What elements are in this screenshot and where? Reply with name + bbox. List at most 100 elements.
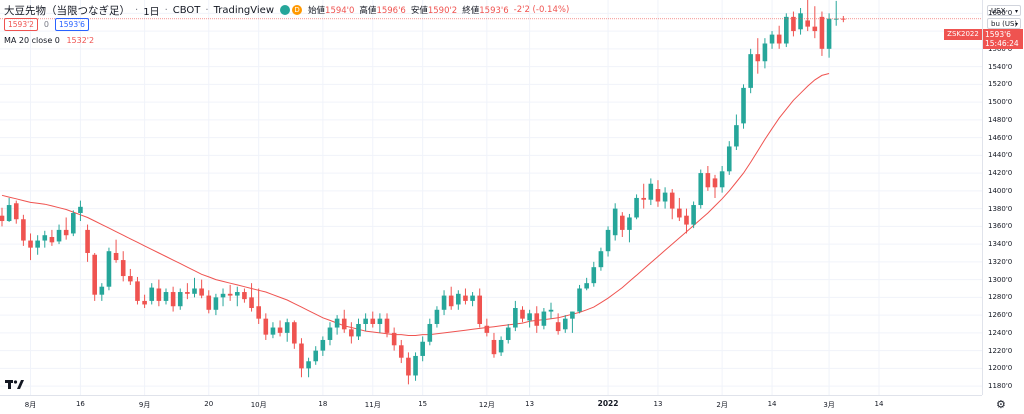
symbol-title[interactable]: 大豆先物（当限つなぎ足）	[4, 4, 130, 17]
candle-body	[776, 34, 782, 44]
candle	[784, 13, 789, 48]
candle-body	[434, 309, 440, 324]
candle	[505, 323, 511, 344]
candle	[384, 313, 390, 338]
time-axis[interactable]: 8月 16 9月 20 10月 18 11月 15 12月 13 2022 13 2月 14 3月 14	[0, 395, 982, 414]
candle	[527, 309, 532, 328]
candle-body	[71, 213, 76, 234]
indicator-legend[interactable]: MA 20 close 0 1532'2	[4, 36, 94, 45]
candle-body	[42, 235, 48, 241]
trade-buttons: 1593'2 0 1593'6	[4, 18, 89, 31]
candle-body	[726, 146, 732, 172]
candle-body	[755, 54, 761, 62]
candle	[35, 235, 40, 255]
price-axis[interactable]: USX ▾ bu (US) ▾ 1180'0 1200'0 1220'0 1240'0 12…	[982, 0, 1024, 395]
candle	[812, 6, 818, 39]
symbol-price-tag: ZSK2022	[944, 29, 982, 40]
candle-body	[677, 208, 682, 218]
candle	[798, 7, 803, 35]
price-tick-label: 1220'0	[988, 346, 1013, 355]
time-tick-label: 13	[525, 400, 535, 408]
chart-legend-header: 大豆先物（当限つなぎ足） · 1日 · CBOT · TradingView D…	[4, 3, 574, 18]
candle-body	[669, 192, 675, 209]
candle-body	[841, 18, 846, 20]
candle	[327, 322, 333, 346]
candle	[242, 288, 247, 303]
candle	[748, 48, 753, 94]
candle-body	[220, 293, 226, 298]
candle-body	[263, 318, 269, 335]
chart-pane[interactable]: 大豆先物（当限つなぎ足） · 1日 · CBOT · TradingView D…	[0, 0, 982, 395]
price-chart[interactable]	[0, 0, 982, 395]
candle	[156, 279, 162, 307]
candle-body	[21, 219, 26, 241]
candle	[612, 203, 618, 241]
gear-icon[interactable]: ⚙	[996, 398, 1006, 411]
candle-body	[798, 13, 803, 30]
candle	[220, 288, 226, 307]
candle-body	[598, 251, 604, 268]
sell-price-button[interactable]: 1593'2	[4, 18, 38, 31]
candle	[349, 322, 354, 344]
candle	[120, 251, 126, 282]
candle	[256, 288, 261, 324]
candle-body	[712, 178, 718, 188]
candle-body	[156, 288, 162, 301]
candle	[498, 336, 504, 356]
order-qty[interactable]: 0	[43, 20, 50, 29]
candle	[726, 141, 732, 175]
separator: ·	[164, 4, 168, 16]
candle	[391, 327, 397, 351]
candle	[762, 38, 768, 69]
time-tick-label: 18	[318, 400, 328, 408]
candle-body	[620, 215, 625, 230]
buy-price-button[interactable]: 1593'6	[55, 18, 89, 31]
candle-body	[270, 327, 276, 335]
time-tick-label: 9月	[138, 401, 151, 409]
candle	[691, 201, 696, 229]
price-tick-label: 1520'0	[988, 80, 1013, 89]
candle-body	[391, 332, 397, 346]
candle-body	[213, 297, 219, 310]
interval-label[interactable]: 1日	[143, 6, 160, 18]
candle	[562, 315, 568, 333]
candle-body	[6, 205, 12, 222]
tradingview-logo-icon[interactable]	[5, 378, 25, 390]
candle-body	[584, 283, 589, 289]
candle	[149, 283, 155, 305]
candle-body	[826, 18, 832, 49]
candle-body	[206, 295, 212, 310]
candle	[78, 200, 83, 222]
candle-body	[812, 26, 818, 32]
candle	[356, 318, 361, 340]
candle	[427, 318, 433, 346]
candle	[177, 288, 183, 310]
candle	[313, 346, 319, 365]
candle-body	[78, 206, 83, 214]
price-tick-label: 1360'0	[988, 222, 1013, 231]
candle-body	[384, 318, 390, 333]
candle	[584, 277, 589, 291]
unit-select[interactable]: bu (US) ▾	[987, 18, 1021, 29]
candle-body	[249, 297, 254, 309]
market-status[interactable]: D	[280, 5, 308, 15]
candle	[620, 212, 625, 237]
candles-layer	[0, 0, 846, 385]
candle-body	[135, 281, 140, 301]
candle-body	[199, 288, 204, 296]
candle	[185, 283, 190, 300]
candle-body	[456, 293, 461, 305]
candle	[570, 311, 575, 333]
currency-select[interactable]: USX ▾	[987, 5, 1021, 16]
candle-body	[398, 345, 404, 358]
candle-body	[170, 292, 176, 307]
last-price-value: 1593'6	[985, 30, 1011, 39]
candle-body	[327, 327, 333, 340]
separator: ·	[205, 4, 209, 16]
candle	[741, 84, 746, 129]
candle	[769, 31, 775, 49]
candle	[755, 38, 761, 74]
candle	[398, 339, 404, 364]
separator: ·	[135, 4, 139, 16]
candle	[92, 252, 97, 301]
